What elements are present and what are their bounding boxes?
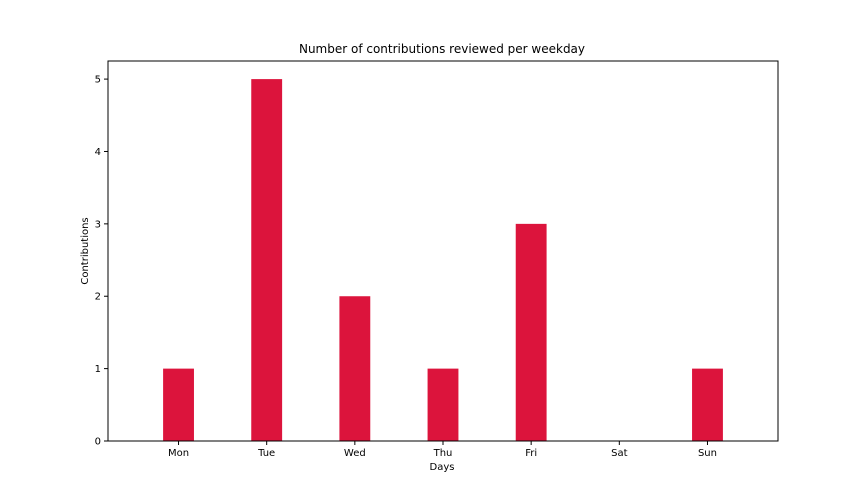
plot-frame [107,60,779,442]
bar-tue [251,79,283,441]
x-tick-label: Thu [433,448,453,459]
bar-thu [427,368,459,441]
x-tick-label: Sun [698,448,717,459]
x-axis-ticks: Mon Tue Wed Thu Fri Sat Sun [168,441,717,459]
x-axis-label: Days [430,462,455,473]
bar-sun [692,368,723,441]
x-tick-label: Wed [344,448,366,459]
y-axis-label: Contributions [80,217,91,284]
y-tick-label: 0 [95,437,101,448]
y-tick-label: 2 [95,292,101,303]
y-tick-label: 3 [95,219,101,230]
x-tick-label: Fri [525,448,537,459]
y-tick-label: 1 [95,364,101,375]
x-tick-label: Mon [168,448,189,459]
y-tick-label: 4 [95,147,101,158]
x-tick-label: Sat [611,448,627,459]
bar-wed [339,296,371,441]
bar-fri [515,223,547,441]
y-axis-ticks: 0 1 2 3 4 5 [95,75,108,448]
bar-mon [163,368,194,441]
bars-group [163,79,723,441]
y-tick-label: 5 [95,75,101,86]
x-tick-label: Tue [257,448,275,459]
chart-title: Number of contributions reviewed per wee… [299,42,585,56]
